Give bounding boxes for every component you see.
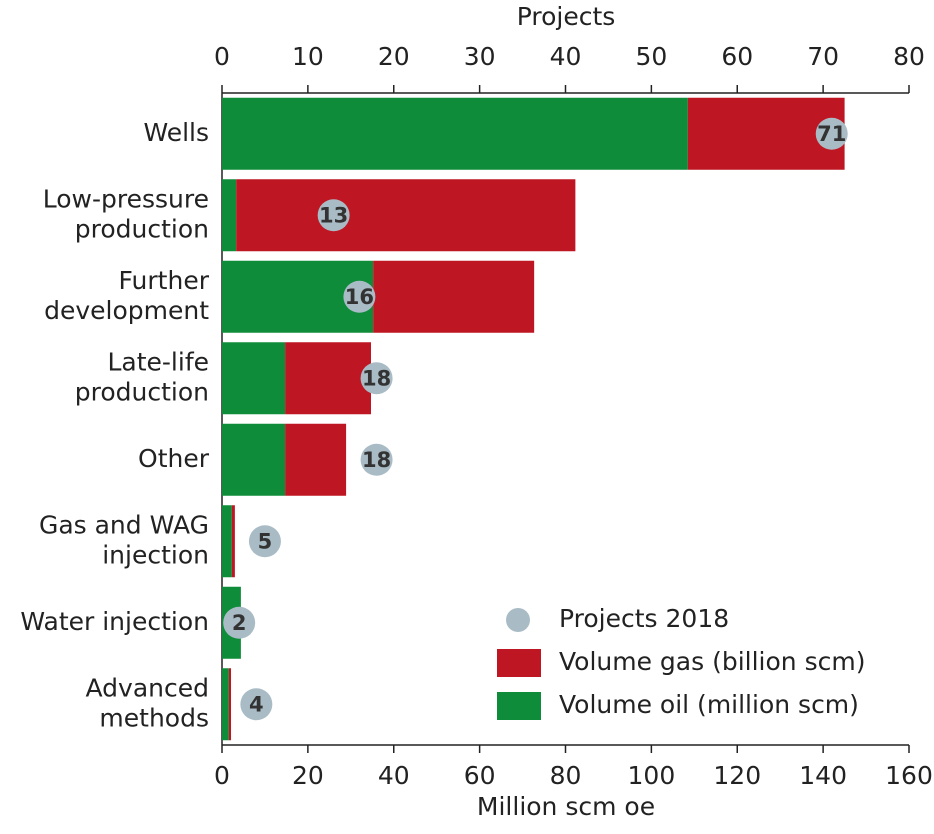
legend-swatch [497, 692, 541, 720]
x2-tick-label: 70 [807, 42, 839, 71]
y-tick-label: Water injection [20, 607, 209, 636]
y-tick-label: Other [138, 444, 210, 473]
y-tick-label: Further [119, 266, 210, 295]
x-tick-label: 40 [378, 761, 410, 790]
y-tick-label: Gas and WAG [39, 510, 209, 539]
x2-tick-label: 10 [292, 42, 324, 71]
point-label: 18 [362, 366, 391, 390]
y-tick-label: production [75, 377, 209, 406]
y-tick-label: Wells [143, 118, 209, 147]
point [248, 525, 281, 558]
bar [285, 423, 347, 496]
bar [231, 505, 235, 578]
x2-tick-label: 20 [378, 42, 410, 71]
x-tick-label: 20 [292, 761, 324, 790]
x2-tick-label: 80 [893, 42, 925, 71]
y-tick-label: development [44, 296, 209, 325]
y-tick-label: production [75, 214, 209, 243]
x-tick-label: 140 [799, 761, 847, 790]
bar [222, 342, 286, 415]
y-tick-label: Late-life [107, 347, 209, 376]
bar [222, 179, 237, 252]
y-tick-label: injection [102, 540, 209, 569]
bar [222, 668, 229, 741]
bar [222, 97, 688, 170]
point-label: 18 [362, 448, 391, 472]
bar [228, 668, 232, 741]
point [360, 362, 393, 395]
x-tick-label: 60 [464, 761, 496, 790]
x-tick-label: 120 [713, 761, 761, 790]
x2-tick-label: 40 [550, 42, 582, 71]
point [317, 199, 350, 232]
x2-axis-title: Projects [517, 2, 616, 31]
point-label: 5 [258, 529, 273, 553]
legend-marker [506, 608, 530, 632]
bar [236, 179, 576, 252]
x-axis-title: Million scm oe [477, 792, 655, 821]
legend-label: Projects 2018 [559, 604, 729, 633]
point-label: 2 [232, 611, 247, 635]
y-tick-label: methods [99, 703, 209, 732]
legend-label: Volume gas (billion scm) [559, 647, 865, 676]
x-tick-label: 0 [214, 761, 230, 790]
point [223, 606, 256, 639]
y-tick-label: Low-pressure [43, 184, 209, 213]
x2-tick-label: 50 [635, 42, 667, 71]
point-label: 4 [249, 692, 264, 716]
bar [373, 260, 535, 333]
bar [222, 423, 286, 496]
x2-tick-label: 0 [214, 42, 230, 71]
point-label: 16 [345, 285, 374, 309]
point [360, 443, 393, 476]
x-tick-label: 160 [885, 761, 933, 790]
bar [285, 342, 371, 415]
point-label: 71 [817, 122, 846, 146]
y-tick-label: Advanced [86, 673, 210, 702]
point-label: 13 [319, 203, 348, 227]
point [240, 688, 273, 721]
point [815, 117, 848, 150]
x-tick-label: 100 [628, 761, 676, 790]
bar [222, 505, 232, 578]
x2-tick-label: 60 [721, 42, 753, 71]
x-tick-label: 80 [550, 761, 582, 790]
legend-label: Volume oil (million scm) [559, 690, 859, 719]
legend-swatch [497, 649, 541, 677]
point [343, 280, 376, 313]
x2-tick-label: 30 [464, 42, 496, 71]
